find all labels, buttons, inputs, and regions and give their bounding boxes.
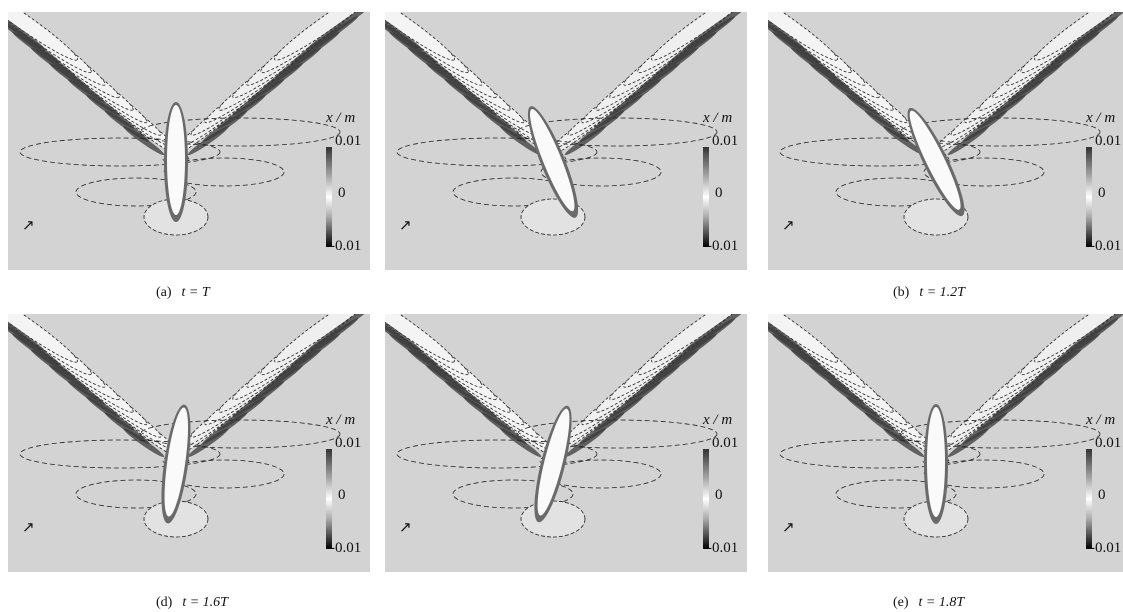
wave-field: ↗ x / m 0.01 0 -0.01 <box>385 12 747 270</box>
wave-trough <box>1066 314 1123 352</box>
contour <box>923 459 1045 489</box>
stern-contour <box>143 500 209 538</box>
axis-glyph: ↗ <box>22 218 35 234</box>
contour <box>516 117 718 147</box>
contour <box>779 439 981 469</box>
colorbar <box>326 449 332 549</box>
hull <box>527 106 579 218</box>
contour <box>835 479 957 509</box>
stern-contour <box>520 500 586 538</box>
colorbar <box>326 147 332 247</box>
colorbar-title: x / m <box>1085 412 1115 428</box>
colorbar <box>703 147 709 247</box>
contour <box>139 419 341 449</box>
wave-field: ↗ x / m 0.01 0 -0.01 <box>768 314 1123 572</box>
contour <box>19 439 221 469</box>
colorbar-max: 0.01 <box>335 435 361 451</box>
panel-time: t = 1.8T <box>918 595 965 610</box>
contour <box>540 459 662 489</box>
caption: (e) t = 1.8T <box>893 595 964 611</box>
axis-glyph: ↗ <box>782 520 795 536</box>
wave-trough <box>1066 12 1123 50</box>
panel-label: (d) <box>156 595 173 610</box>
colorbar-mid: 0 <box>1098 185 1106 201</box>
contour <box>163 157 285 187</box>
caption: (a) t = T <box>156 285 210 301</box>
panel-label: (a) <box>156 285 172 300</box>
contour <box>899 117 1101 147</box>
colorbar-mid: 0 <box>1098 487 1106 503</box>
wave-trough <box>768 314 806 352</box>
panel-label: (e) <box>893 595 909 610</box>
contour <box>540 157 662 187</box>
axis-glyph: ↗ <box>782 218 795 234</box>
contour <box>779 137 981 167</box>
colorbar-mid: 0 <box>715 185 723 201</box>
colorbar-min: -0.01 <box>707 540 738 556</box>
contour <box>163 459 285 489</box>
contour <box>923 157 1045 187</box>
colorbar <box>1086 147 1092 247</box>
colorbar-min: -0.01 <box>1090 238 1121 254</box>
panel-time: t = 1.2T <box>919 285 965 300</box>
colorbar <box>1086 449 1092 549</box>
wave-trough <box>385 314 423 352</box>
colorbar-max: 0.01 <box>1095 435 1121 451</box>
colorbar-title: x / m <box>702 412 732 428</box>
axis-glyph: ↗ <box>399 218 412 234</box>
contour <box>899 419 1101 449</box>
colorbar-min: -0.01 <box>1090 540 1121 556</box>
hull <box>164 102 188 222</box>
wave-field: ↗ x / m 0.01 0 -0.01 <box>8 12 370 270</box>
colorbar-min: -0.01 <box>707 238 738 254</box>
wave-trough <box>306 314 370 352</box>
hull <box>924 404 948 524</box>
colorbar-min: -0.01 <box>330 540 361 556</box>
wave-trough <box>385 12 423 50</box>
colorbar-min: -0.01 <box>330 238 361 254</box>
hull <box>534 405 572 523</box>
wave-field: ↗ x / m 0.01 0 -0.01 <box>768 12 1123 270</box>
hull <box>907 107 965 217</box>
panel-time: t = 1.6T <box>182 595 228 610</box>
contour <box>75 177 197 207</box>
wave-trough <box>768 12 806 50</box>
colorbar-mid: 0 <box>338 487 346 503</box>
contour <box>396 439 598 469</box>
wave-field: ↗ x / m 0.01 0 -0.01 <box>385 314 747 572</box>
panel-label: (b) <box>893 285 910 300</box>
colorbar-max: 0.01 <box>335 133 361 149</box>
wave-trough <box>306 12 370 50</box>
axis-glyph: ↗ <box>22 520 35 536</box>
panel-time: t = T <box>181 285 210 300</box>
colorbar-max: 0.01 <box>712 133 738 149</box>
wave-trough <box>683 12 747 50</box>
caption: (d) t = 1.6T <box>156 595 228 611</box>
colorbar-max: 0.01 <box>1095 133 1121 149</box>
contour <box>75 479 197 509</box>
wave-trough <box>683 314 747 352</box>
colorbar-mid: 0 <box>715 487 723 503</box>
colorbar <box>703 449 709 549</box>
hull <box>161 404 191 524</box>
contour <box>19 137 221 167</box>
contour <box>452 479 574 509</box>
colorbar-mid: 0 <box>338 185 346 201</box>
colorbar-title: x / m <box>325 110 355 126</box>
contour <box>396 137 598 167</box>
wave-field: ↗ x / m 0.01 0 -0.01 <box>8 314 370 572</box>
axis-glyph: ↗ <box>399 520 412 536</box>
caption: (b) t = 1.2T <box>893 285 965 301</box>
colorbar-title: x / m <box>702 110 732 126</box>
contour <box>516 419 718 449</box>
wave-trough <box>8 12 46 50</box>
contour <box>139 117 341 147</box>
colorbar-max: 0.01 <box>712 435 738 451</box>
wave-trough <box>8 314 46 352</box>
colorbar-title: x / m <box>325 412 355 428</box>
colorbar-title: x / m <box>1085 110 1115 126</box>
